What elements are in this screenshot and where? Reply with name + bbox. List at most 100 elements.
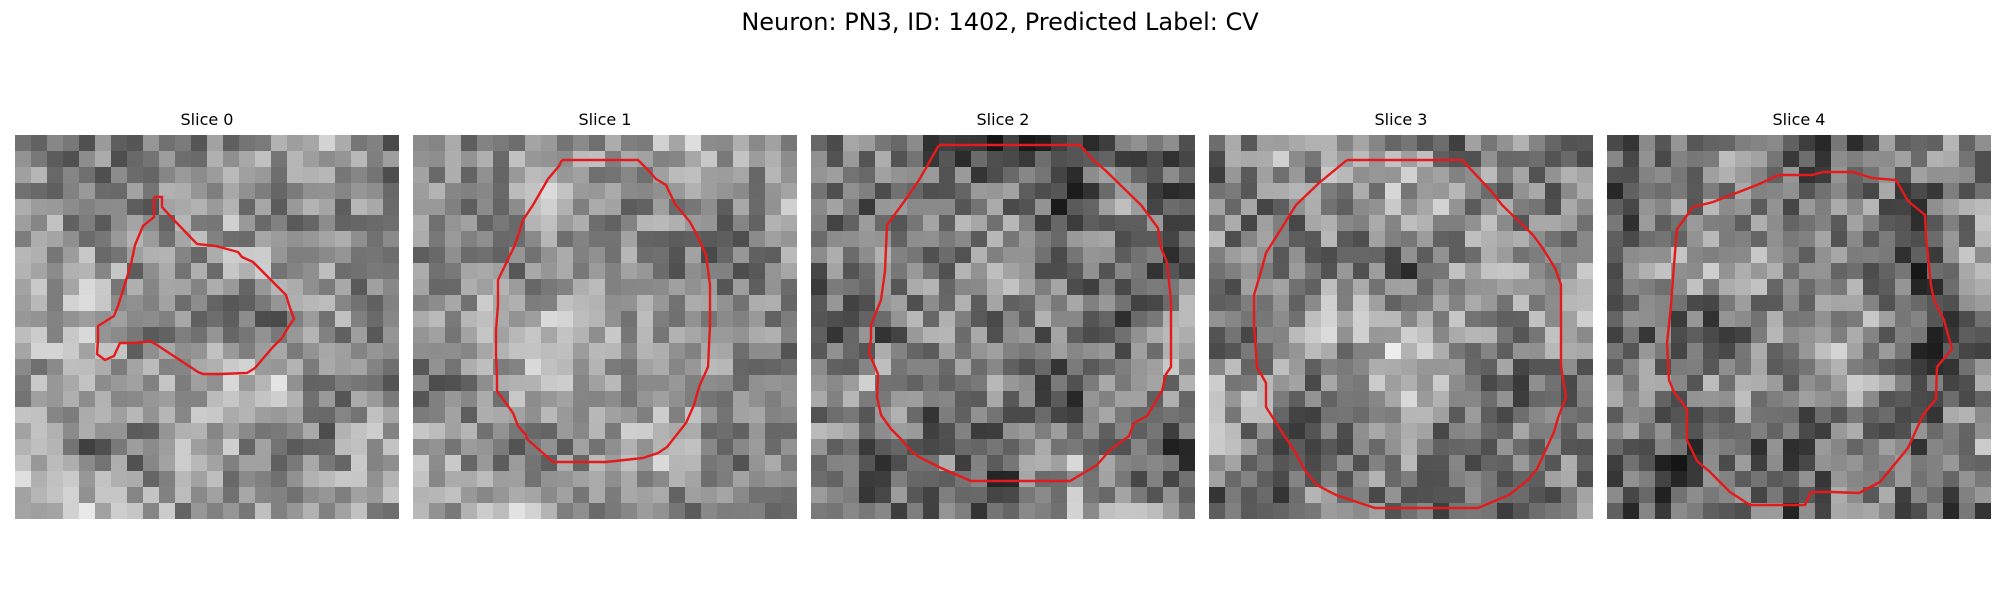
image-pixel [1783,423,1799,439]
image-pixel [1783,263,1799,279]
image-pixel [159,455,175,471]
image-pixel [907,247,923,263]
image-pixel [429,375,445,391]
image-pixel [1131,279,1147,295]
image-pixel [1273,455,1289,471]
image-pixel [1943,231,1959,247]
image-pixel [1799,295,1815,311]
image-pixel [1545,167,1561,183]
image-pixel [223,167,239,183]
image-pixel [1163,423,1179,439]
image-pixel [143,295,159,311]
image-pixel [1767,199,1783,215]
image-pixel [653,455,669,471]
image-pixel [573,359,589,375]
image-pixel [827,327,843,343]
image-pixel [1273,295,1289,311]
image-pixel [1719,151,1735,167]
image-pixel [765,295,781,311]
image-pixel [621,135,637,151]
image-pixel [1703,407,1719,423]
image-pixel [175,199,191,215]
image-pixel [111,423,127,439]
image-pixel [1577,471,1593,487]
image-pixel [1735,407,1751,423]
image-pixel [1019,311,1035,327]
image-pixel [1003,135,1019,151]
image-pixel [1815,279,1831,295]
image-pixel [955,311,971,327]
image-pixel [1003,327,1019,343]
image-pixel [1067,151,1083,167]
image-pixel [1273,359,1289,375]
image-pixel [31,215,47,231]
image-pixel [1225,231,1241,247]
image-pixel [1767,247,1783,263]
image-pixel [127,455,143,471]
image-pixel [1289,359,1305,375]
image-pixel [383,439,399,455]
image-pixel [811,391,827,407]
image-pixel [765,343,781,359]
image-pixel [1815,327,1831,343]
image-pixel [717,151,733,167]
image-pixel [1305,311,1321,327]
image-pixel [63,487,79,503]
image-pixel [1273,375,1289,391]
image-pixel [701,183,717,199]
image-pixel [15,183,31,199]
image-pixel [1879,279,1895,295]
image-pixel [1943,359,1959,375]
image-pixel [1241,263,1257,279]
image-pixel [1051,439,1067,455]
image-pixel [1975,391,1991,407]
image-pixel [621,487,637,503]
image-pixel [1449,423,1465,439]
image-pixel [1497,295,1513,311]
image-pixel [1767,215,1783,231]
image-pixel [1417,455,1433,471]
image-pixel [1163,455,1179,471]
image-pixel [1561,455,1577,471]
image-pixel [1417,423,1433,439]
image-pixel [685,183,701,199]
image-pixel [1385,295,1401,311]
image-pixel [1289,311,1305,327]
image-pixel [525,247,541,263]
image-pixel [127,343,143,359]
image-pixel [733,471,749,487]
image-pixel [351,343,367,359]
image-pixel [429,487,445,503]
image-pixel [1385,391,1401,407]
image-pixel [955,439,971,455]
image-pixel [1655,471,1671,487]
image-pixel [143,391,159,407]
image-pixel [907,231,923,247]
image-pixel [541,343,557,359]
image-pixel [127,471,143,487]
image-pixel [843,327,859,343]
image-pixel [207,375,223,391]
image-pixel [461,455,477,471]
image-pixel [287,327,303,343]
image-pixel [875,487,891,503]
image-pixel [875,343,891,359]
image-pixel [111,151,127,167]
image-pixel [31,455,47,471]
image-pixel [1051,215,1067,231]
image-pixel [971,215,987,231]
image-pixel [1655,503,1671,519]
image-pixel [175,247,191,263]
image-pixel [1927,135,1943,151]
image-pixel [63,183,79,199]
image-pixel [1369,311,1385,327]
image-pixel [1465,407,1481,423]
image-pixel [1163,439,1179,455]
image-pixel [1083,359,1099,375]
image-pixel [1607,343,1623,359]
image-pixel [1607,375,1623,391]
image-pixel [653,343,669,359]
image-pixel [1321,327,1337,343]
image-pixel [1225,487,1241,503]
image-pixel [1751,135,1767,151]
